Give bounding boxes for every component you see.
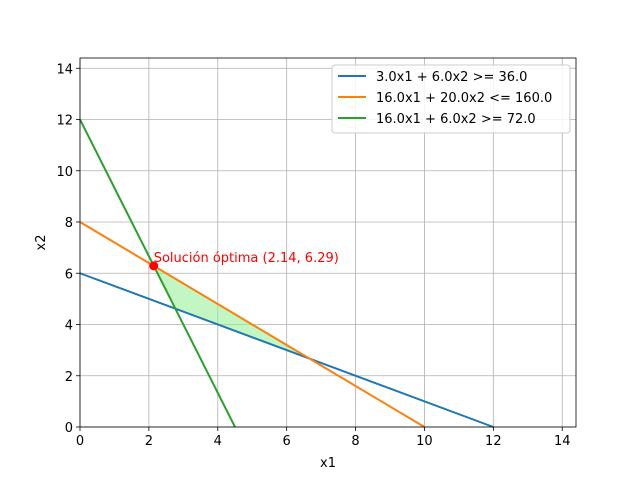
x-tick-label: 14 <box>554 434 571 449</box>
y-tick-label: 10 <box>56 165 73 180</box>
axis-ticks: 0 2 4 6 8 10 12 14 0 2 4 6 8 10 12 14 <box>56 62 570 449</box>
series-line-1 <box>79 272 494 428</box>
y-tick-label: 2 <box>65 370 73 385</box>
y-tick-label: 14 <box>56 62 73 77</box>
x-axis-label: x1 <box>320 456 336 471</box>
legend-label-1: 3.0x1 + 6.0x2 >= 36.0 <box>376 70 527 85</box>
legend: 3.0x1 + 6.0x2 >= 36.0 16.0x1 + 20.0x2 <= … <box>331 64 571 134</box>
series-line-2 <box>79 221 425 428</box>
legend-label-2: 16.0x1 + 20.0x2 <= 160.0 <box>376 91 552 106</box>
legend-box <box>331 64 571 134</box>
y-tick-label: 0 <box>65 421 73 436</box>
optimal-point-annotation: Solución óptima (2.14, 6.29) <box>154 251 339 266</box>
legend-label-3: 16.0x1 + 6.0x2 >= 72.0 <box>376 112 536 127</box>
y-tick-label: 6 <box>65 267 73 282</box>
x-tick-label: 4 <box>214 434 222 449</box>
optimal-point-layer <box>149 261 159 271</box>
y-axis-label: x2 <box>34 235 49 251</box>
x-tick-label: 12 <box>485 434 502 449</box>
x-tick-label: 6 <box>283 434 291 449</box>
plot-frame <box>79 57 577 428</box>
series-line-3 <box>79 119 236 428</box>
x-tick-label: 0 <box>76 434 84 449</box>
optimal-point-marker <box>149 261 159 271</box>
y-tick-label: 4 <box>65 319 73 334</box>
x-tick-label: 8 <box>351 434 359 449</box>
series-layer <box>79 119 494 428</box>
y-tick-label: 8 <box>65 216 73 231</box>
x-tick-label: 10 <box>416 434 433 449</box>
y-tick-label: 12 <box>56 114 73 129</box>
x-tick-label: 2 <box>145 434 153 449</box>
